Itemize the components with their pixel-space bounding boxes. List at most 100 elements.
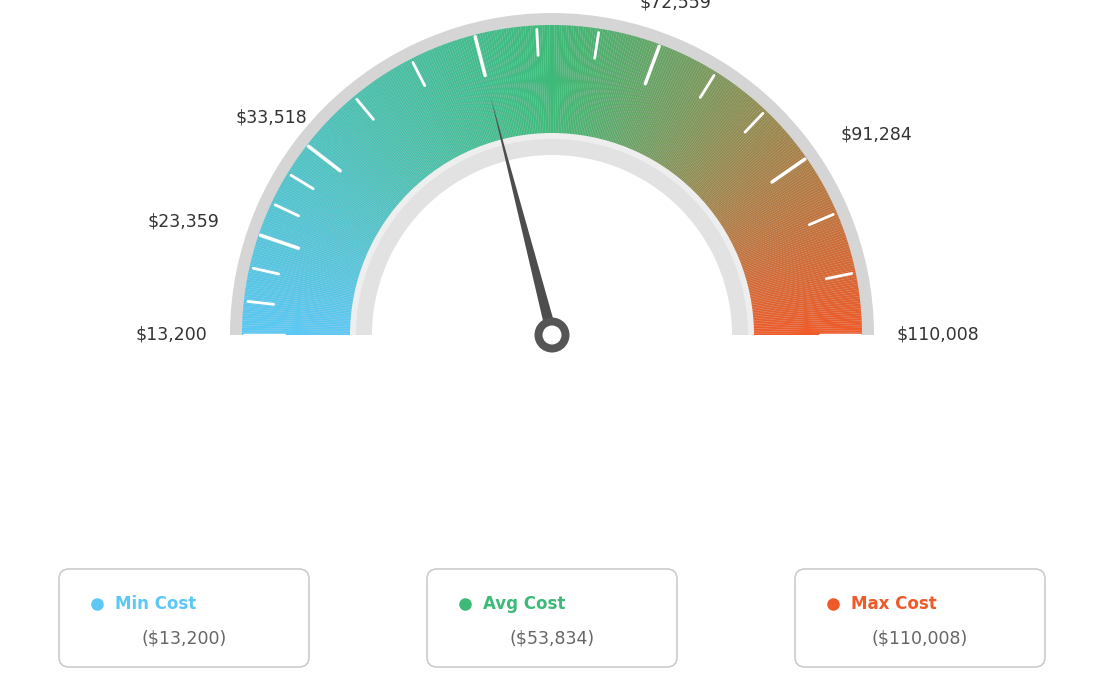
Wedge shape (596, 32, 622, 140)
Wedge shape (735, 212, 838, 257)
Wedge shape (741, 235, 846, 272)
Wedge shape (742, 237, 847, 273)
Wedge shape (479, 33, 507, 141)
Wedge shape (688, 108, 764, 189)
Wedge shape (415, 56, 466, 155)
Wedge shape (594, 32, 619, 140)
Wedge shape (322, 125, 405, 200)
Wedge shape (737, 221, 841, 263)
Wedge shape (729, 190, 827, 243)
Wedge shape (751, 308, 861, 319)
Wedge shape (721, 169, 815, 229)
Wedge shape (270, 203, 371, 251)
Wedge shape (593, 32, 617, 139)
Wedge shape (438, 46, 480, 149)
Wedge shape (246, 284, 354, 304)
Wedge shape (550, 25, 552, 135)
Wedge shape (742, 239, 848, 275)
Wedge shape (657, 70, 716, 166)
Wedge shape (555, 25, 560, 135)
Wedge shape (503, 28, 522, 137)
Wedge shape (380, 76, 443, 169)
Wedge shape (244, 301, 353, 315)
Wedge shape (628, 48, 672, 151)
Wedge shape (689, 109, 766, 190)
Wedge shape (349, 99, 422, 184)
Wedge shape (272, 201, 372, 250)
Wedge shape (243, 304, 353, 316)
Wedge shape (501, 29, 521, 138)
Wedge shape (460, 38, 495, 144)
Wedge shape (752, 320, 862, 327)
Wedge shape (668, 83, 734, 173)
Wedge shape (733, 203, 834, 251)
Wedge shape (497, 30, 518, 138)
Wedge shape (244, 294, 353, 310)
Wedge shape (253, 253, 359, 284)
Wedge shape (456, 39, 491, 145)
Wedge shape (283, 179, 379, 236)
Wedge shape (449, 41, 487, 146)
Wedge shape (262, 223, 365, 264)
Wedge shape (719, 163, 811, 225)
Wedge shape (242, 323, 352, 328)
Wedge shape (275, 195, 374, 246)
Text: $33,518: $33,518 (235, 108, 307, 126)
Wedge shape (445, 43, 485, 148)
FancyBboxPatch shape (427, 569, 677, 667)
Wedge shape (752, 328, 862, 332)
Wedge shape (253, 251, 360, 282)
Wedge shape (360, 90, 429, 178)
Wedge shape (699, 125, 782, 200)
Wedge shape (458, 39, 493, 144)
Wedge shape (396, 66, 453, 162)
Wedge shape (624, 46, 666, 149)
Wedge shape (511, 28, 527, 137)
Wedge shape (326, 121, 407, 198)
Wedge shape (746, 260, 853, 288)
Wedge shape (286, 173, 382, 232)
Wedge shape (630, 50, 676, 151)
Wedge shape (667, 81, 732, 172)
Wedge shape (698, 123, 779, 199)
Wedge shape (671, 86, 739, 175)
Wedge shape (530, 26, 540, 135)
Wedge shape (289, 169, 383, 229)
Wedge shape (631, 50, 678, 152)
Wedge shape (747, 270, 856, 295)
Wedge shape (375, 79, 439, 170)
Wedge shape (301, 151, 391, 217)
Circle shape (542, 326, 562, 344)
Wedge shape (637, 55, 687, 155)
Wedge shape (319, 128, 403, 203)
Wedge shape (586, 30, 607, 138)
Wedge shape (633, 52, 680, 152)
Wedge shape (316, 132, 401, 205)
Wedge shape (692, 114, 772, 194)
Wedge shape (728, 186, 825, 240)
Wedge shape (640, 57, 691, 156)
Wedge shape (553, 25, 556, 135)
Wedge shape (650, 65, 705, 161)
Wedge shape (311, 137, 397, 209)
Wedge shape (736, 217, 839, 260)
Wedge shape (384, 73, 445, 167)
Wedge shape (608, 37, 640, 144)
Wedge shape (647, 62, 701, 160)
Wedge shape (606, 37, 638, 143)
Wedge shape (403, 62, 457, 160)
Wedge shape (258, 235, 363, 272)
Wedge shape (635, 52, 682, 153)
Wedge shape (250, 265, 358, 291)
Wedge shape (559, 25, 564, 135)
Wedge shape (470, 35, 501, 142)
Wedge shape (681, 98, 753, 183)
Wedge shape (248, 270, 357, 295)
Wedge shape (746, 265, 854, 291)
Wedge shape (352, 96, 425, 182)
Wedge shape (261, 228, 364, 267)
Wedge shape (725, 181, 822, 237)
Wedge shape (745, 253, 851, 284)
Wedge shape (673, 88, 742, 177)
Wedge shape (413, 57, 464, 156)
